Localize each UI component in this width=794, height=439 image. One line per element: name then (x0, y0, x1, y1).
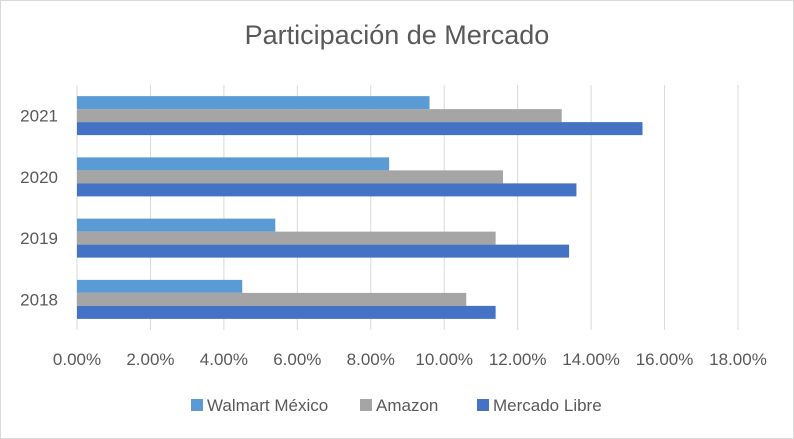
x-tick-label-9: 18.00% (709, 350, 767, 369)
category-label-2021: 2021 (20, 107, 58, 126)
bar-mercado-libre-2019 (77, 244, 570, 258)
bar-amazon-2020 (77, 170, 503, 184)
x-tick-label-4: 8.00% (347, 350, 395, 369)
bar-walmart-m-xico-2018 (77, 279, 243, 293)
x-tick-label-7: 14.00% (562, 350, 620, 369)
legend-swatch-1 (360, 399, 372, 411)
x-tick-label-5: 10.00% (415, 350, 473, 369)
legend-label-2: Mercado Libre (493, 396, 602, 415)
bar-walmart-m-xico-2021 (77, 96, 430, 110)
chart-title: Participación de Mercado (244, 20, 550, 50)
bar-walmart-m-xico-2020 (77, 157, 390, 171)
category-label-2020: 2020 (20, 168, 58, 187)
bar-amazon-2018 (77, 292, 467, 306)
bar-amazon-2019 (77, 231, 496, 245)
x-tick-label-6: 12.00% (489, 350, 547, 369)
x-axis-tick-labels: 0.00% 2.00% 4.00% 6.00% 8.00% 10.00% 12.00% 14.… (53, 350, 767, 369)
y-axis-category-labels: 2018 2019 2020 2021 (20, 107, 58, 310)
x-tick-label-3: 6.00% (273, 350, 321, 369)
bar-mercado-libre-2018 (77, 305, 496, 319)
category-label-2018: 2018 (20, 290, 58, 309)
legend-label-1: Amazon (376, 396, 438, 415)
bar-walmart-m-xico-2019 (77, 218, 276, 232)
bar-amazon-2021 (77, 109, 562, 123)
x-tick-label-1: 2.00% (126, 350, 174, 369)
category-label-2019: 2019 (20, 229, 58, 248)
legend: Walmart México Amazon Mercado Libre (191, 396, 602, 415)
legend-swatch-2 (477, 399, 489, 411)
legend-swatch-0 (191, 399, 203, 411)
bar-mercado-libre-2021 (77, 122, 643, 136)
x-tick-label-0: 0.00% (53, 350, 101, 369)
x-tick-label-8: 16.00% (636, 350, 694, 369)
x-tick-label-2: 4.00% (200, 350, 248, 369)
legend-label-0: Walmart México (207, 396, 328, 415)
bar-mercado-libre-2020 (77, 183, 577, 197)
bars (77, 96, 643, 319)
